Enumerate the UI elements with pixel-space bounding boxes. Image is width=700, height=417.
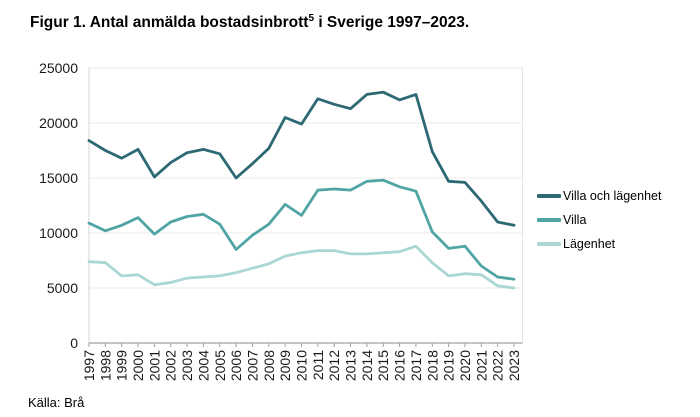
x-tick-label-2007: 2007: [244, 350, 260, 381]
x-tick-label-2006: 2006: [228, 350, 244, 381]
x-tick-label-2005: 2005: [212, 350, 228, 381]
x-tick-label-2011: 2011: [310, 350, 326, 380]
x-tick-label-2023: 2023: [506, 350, 522, 381]
x-tick-label-2019: 2019: [441, 350, 457, 381]
x-tick-label-2022: 2022: [490, 350, 506, 381]
footnote-marker: 5: [308, 13, 315, 24]
chart-title: Figur 1. Antal anmälda bostadsinbrott5 i…: [30, 13, 469, 32]
y-tick-label-5000: 5000: [47, 280, 78, 296]
legend-label-l-genhet: Lägenhet: [563, 237, 616, 251]
series-line-l-genhet: [87, 244, 516, 290]
y-tick-label-10000: 10000: [39, 225, 78, 241]
x-tick-label-1999: 1999: [114, 350, 130, 381]
source-note: Källa: Brå: [28, 395, 85, 410]
x-tick-label-2002: 2002: [163, 350, 179, 381]
x-tick-label-2017: 2017: [408, 350, 424, 381]
x-tick-label-2021: 2021: [473, 350, 489, 381]
x-tick-label-1997: 1997: [81, 350, 97, 381]
series-line-villa-och-l-genhet: [87, 90, 516, 227]
legend-swatch-villa: [537, 218, 561, 222]
legend-swatch-villa-och-l-genhet: [537, 194, 561, 198]
x-tick-label-2012: 2012: [326, 350, 342, 381]
legend-item-l-genhet: Lägenhet: [537, 232, 661, 256]
chart-legend: Villa och lägenhet Villa Lägenhet: [537, 184, 661, 256]
x-tick-label-2008: 2008: [261, 350, 277, 381]
x-tick-label-2014: 2014: [359, 350, 375, 381]
x-tick-label-2000: 2000: [130, 350, 146, 381]
y-tick-label-15000: 15000: [39, 170, 78, 186]
y-tick-label-25000: 25000: [39, 60, 78, 76]
x-tick-label-2018: 2018: [424, 350, 440, 381]
x-tick-label-2015: 2015: [375, 350, 391, 381]
chart-title-suffix: i Sverige 1997–2023.: [314, 14, 470, 32]
x-tick-label-2009: 2009: [277, 350, 293, 381]
series-line-villa: [87, 178, 516, 281]
x-tick-label-2003: 2003: [179, 350, 195, 381]
x-tick-label-2016: 2016: [392, 350, 408, 381]
legend-label-villa: Villa: [563, 213, 587, 227]
legend-item-villa-och-l-genhet: Villa och lägenhet: [537, 184, 661, 208]
y-tick-label-0: 0: [70, 335, 78, 351]
x-tick-label-2004: 2004: [195, 350, 211, 381]
x-tick-label-2010: 2010: [294, 350, 310, 381]
legend-label-villa-och-l-genhet: Villa och lägenhet: [563, 189, 662, 203]
legend-swatch-l-genhet: [537, 242, 561, 246]
y-tick-label-20000: 20000: [39, 115, 78, 131]
x-tick-label-1998: 1998: [97, 350, 113, 381]
x-tick-label-2001: 2001: [146, 350, 162, 381]
x-tick-label-2020: 2020: [457, 350, 473, 381]
legend-item-villa: Villa: [537, 208, 661, 232]
x-tick-label-2013: 2013: [343, 350, 359, 381]
chart-title-text: Figur 1. Antal anmälda bostadsinbrott: [30, 14, 309, 32]
